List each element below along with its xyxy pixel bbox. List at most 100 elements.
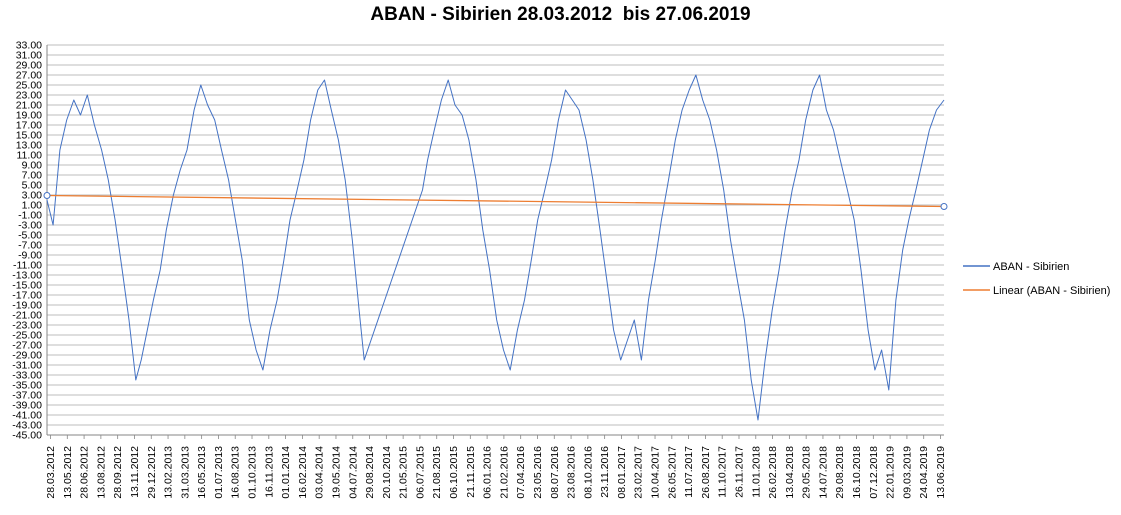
y-tick-label: -9.00 (18, 250, 42, 262)
x-tick-label: 16.02.2014 (297, 446, 309, 499)
x-tick-label: 16.11.2013 (263, 446, 275, 498)
legend-label: ABAN - Sibirien (993, 261, 1069, 273)
x-tick-label: 29.08.2018 (834, 446, 846, 499)
y-tick-label: 7.00 (22, 170, 43, 182)
y-tick-label: 9.00 (22, 160, 43, 172)
y-tick-label: -11.00 (13, 260, 42, 272)
y-tick-label: 15.00 (16, 130, 42, 142)
x-tick-label: 03.04.2014 (314, 446, 326, 499)
trendline-endpoint (940, 203, 948, 210)
y-tick-label: 17.00 (16, 120, 42, 132)
y-tick-label: -43.00 (12, 420, 42, 432)
x-tick-label: 06.10.2015 (448, 446, 460, 499)
y-tick-label: -29.00 (12, 350, 42, 362)
y-tick-label: -35.00 (12, 380, 42, 392)
x-tick-label: 01.01.2014 (280, 446, 292, 499)
y-tick-label: -45.00 (12, 430, 42, 442)
x-tick-label: 13.06.2019 (935, 446, 947, 499)
x-tick-label: 26.08.2017 (700, 446, 712, 499)
y-axis-ticks: -45.00-43.00-41.00-39.00-37.00-35.00-33.… (12, 40, 42, 442)
y-tick-label: -33.00 (12, 370, 42, 382)
x-tick-label: 07.04.2016 (515, 446, 527, 499)
x-tick-label: 08.01.2017 (616, 446, 628, 499)
x-tick-label: 21.08.2015 (431, 446, 443, 499)
x-tick-label: 13.08.2012 (95, 446, 107, 499)
y-tick-label: -15.00 (12, 280, 42, 292)
x-tick-label: 04.07.2014 (347, 446, 359, 499)
x-tick-label: 11.07.2017 (683, 446, 695, 498)
x-tick-label: 09.03.2019 (901, 446, 913, 499)
y-tick-label: 27.00 (16, 70, 42, 82)
y-tick-label: -23.00 (12, 320, 42, 332)
x-tick-label: 23.08.2016 (566, 446, 578, 499)
x-tick-label: 23.02.2017 (633, 446, 645, 499)
x-tick-label: 13.02.2013 (163, 446, 175, 499)
y-tick-label: -3.00 (18, 220, 42, 232)
legend-label: Linear (ABAN - Sibirien) (993, 285, 1110, 297)
x-tick-label: 19.05.2014 (330, 446, 342, 499)
x-tick-label: 10.04.2017 (650, 446, 662, 499)
y-tick-label: 29.00 (16, 60, 42, 72)
gridlines (46, 44, 944, 436)
legend: ABAN - Sibirien Linear (ABAN - Sibirien) (963, 261, 1110, 297)
x-tick-label: 24.04.2019 (918, 446, 930, 499)
y-tick-label: 23.00 (16, 90, 42, 102)
y-tick-label: -25.00 (12, 330, 42, 342)
y-tick-label: 19.00 (16, 110, 42, 122)
x-tick-label: 08.10.2016 (582, 446, 594, 499)
y-tick-label: -17.00 (12, 290, 42, 302)
x-tick-label: 26.02.2018 (767, 446, 779, 499)
x-tick-label: 14.07.2018 (817, 446, 829, 499)
x-tick-label: 23.11.2016 (599, 446, 611, 498)
x-tick-label: 28.03.2012 (45, 446, 57, 499)
x-tick-label: 16.05.2013 (196, 446, 208, 499)
x-tick-label: 11.10.2017 (717, 446, 729, 498)
x-tick-label: 07.12.2018 (868, 446, 880, 499)
x-tick-label: 11.01.2018 (750, 446, 762, 498)
y-tick-label: -39.00 (12, 400, 42, 412)
y-tick-label: -21.00 (12, 310, 42, 322)
x-tick-label: 01.07.2013 (213, 446, 225, 499)
x-axis-ticks: 28.03.2012 13.05.2012 28.06.2012 13.08.2012… (45, 435, 947, 499)
y-tick-label: 5.00 (22, 180, 43, 192)
y-tick-label: 31.00 (16, 50, 42, 62)
x-tick-label: 16.08.2013 (230, 446, 242, 499)
chart-title: ABAN - Sibirien 28.03.2012 bis 27.06.201… (370, 4, 751, 25)
x-tick-label: 29.08.2014 (364, 446, 376, 499)
x-tick-label: 21.02.2016 (498, 446, 510, 499)
y-tick-label: -13.00 (12, 270, 42, 282)
y-tick-label: 13.00 (16, 140, 42, 152)
trendline-linear (46, 194, 945, 208)
x-tick-label: 13.04.2018 (784, 446, 796, 499)
trendline-endpoint (43, 192, 51, 199)
x-tick-label: 16.10.2018 (851, 446, 863, 499)
y-tick-label: -1.00 (18, 210, 42, 222)
y-tick-label: -7.00 (18, 240, 42, 252)
y-tick-label: 3.00 (22, 190, 43, 202)
y-tick-label: -19.00 (12, 300, 42, 312)
x-tick-label: 22.01.2019 (885, 446, 897, 499)
y-tick-label: 1.00 (22, 200, 43, 212)
x-tick-label: 13.05.2012 (62, 446, 74, 499)
x-tick-label: 13.11.2012 (129, 446, 141, 498)
x-tick-label: 29.05.2018 (801, 446, 813, 499)
series-lines (43, 74, 948, 421)
y-tick-label: -31.00 (12, 360, 42, 372)
x-tick-label: 06.01.2016 (482, 446, 494, 499)
x-tick-label: 08.07.2016 (549, 446, 561, 499)
x-tick-label: 01.10.2013 (247, 446, 259, 499)
y-tick-label: -37.00 (12, 390, 42, 402)
x-tick-label: 23.05.2016 (532, 446, 544, 499)
x-tick-label: 28.09.2012 (112, 446, 124, 499)
y-tick-label: 11.00 (17, 150, 43, 162)
x-tick-label: 21.05.2015 (398, 446, 410, 499)
x-tick-label: 29.12.2012 (146, 446, 158, 499)
x-tick-label: 21.11.2015 (465, 446, 477, 498)
x-tick-label: 06.07.2015 (414, 446, 426, 499)
x-tick-label: 26.05.2017 (666, 446, 678, 499)
x-tick-label: 31.03.2013 (179, 446, 191, 499)
y-tick-label: 33.00 (16, 40, 42, 52)
x-tick-label: 20.10.2014 (381, 446, 393, 499)
x-tick-label: 28.06.2012 (79, 446, 91, 499)
